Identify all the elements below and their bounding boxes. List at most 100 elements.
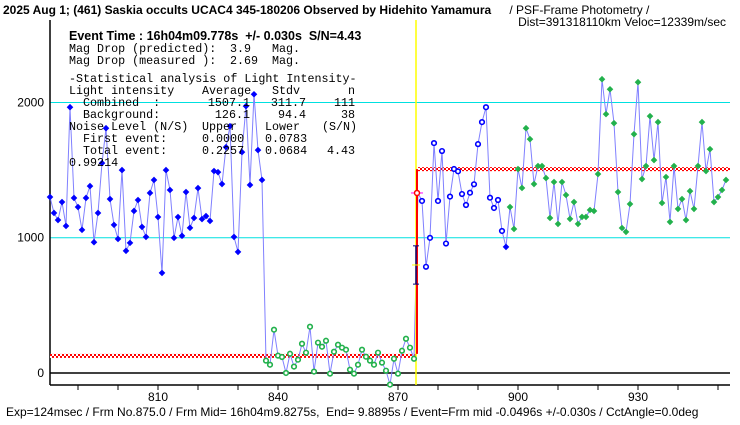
data-point [98, 159, 106, 167]
data-point [330, 348, 338, 355]
data-point [650, 156, 658, 164]
data-point [130, 207, 138, 215]
data-point [126, 239, 134, 247]
data-point [578, 213, 586, 221]
data-point [378, 359, 386, 366]
data-point [718, 186, 726, 194]
mag-pred-label: Mag Drop (predicted): [69, 42, 217, 56]
noise-label: Noise Level (N/S) [69, 120, 189, 134]
data-point [618, 224, 626, 232]
data-point [418, 197, 426, 205]
data-point [310, 368, 318, 375]
first-event-lower: 0.0783 [265, 132, 308, 146]
combined-n: 111 [333, 96, 355, 110]
data-point [362, 353, 370, 360]
data-point [674, 205, 682, 213]
data-point [446, 193, 454, 200]
data-point [658, 199, 666, 207]
data-point [542, 174, 550, 182]
col-average: Average [202, 84, 252, 98]
data-point [526, 135, 534, 143]
data-point [590, 207, 598, 215]
data-point [82, 194, 90, 202]
data-point [442, 240, 450, 247]
data-point [194, 184, 202, 192]
data-point [510, 225, 518, 233]
light-curve-line [49, 79, 727, 385]
data-point [714, 193, 722, 201]
data-point [58, 198, 66, 206]
combined-level-line [418, 167, 730, 172]
data-point [294, 356, 302, 363]
data-point [646, 112, 654, 120]
data-point [242, 102, 250, 110]
data-point [550, 178, 558, 186]
col-stdv: Stdv [272, 84, 301, 98]
data-point [562, 191, 570, 199]
data-point [234, 248, 242, 256]
event-data-point [413, 189, 421, 197]
total-event-upper: 0.2257 [202, 144, 245, 158]
data-point [582, 213, 590, 221]
data-point [186, 224, 194, 232]
data-point [230, 233, 238, 241]
data-point [162, 166, 170, 174]
data-point [574, 220, 582, 228]
data-point [622, 228, 630, 236]
data-point [430, 139, 438, 147]
data-point [402, 335, 410, 342]
data-point [546, 214, 554, 222]
data-point [478, 119, 486, 126]
data-point [170, 234, 178, 242]
data-point [318, 343, 326, 350]
data-point [610, 119, 618, 127]
data-point [254, 146, 262, 154]
background-n: 38 [340, 108, 355, 122]
data-point [54, 216, 62, 224]
background-stdv: 94.4 [277, 108, 306, 122]
data-point [670, 162, 678, 170]
data-point [470, 181, 478, 188]
data-point [706, 145, 714, 153]
data-point [602, 110, 610, 118]
data-point [474, 141, 482, 148]
data-point [482, 104, 490, 111]
x-tick-label: 840 [268, 390, 288, 404]
y-tick-label: 1000 [17, 231, 44, 245]
data-point [154, 213, 162, 221]
data-point [490, 204, 498, 212]
col-n: n [347, 84, 355, 98]
combined-average: 1507.1 [207, 96, 250, 110]
data-point [182, 188, 190, 196]
x-tick-label: 810 [148, 390, 168, 404]
data-point [638, 175, 646, 183]
data-point [326, 370, 334, 377]
data-point [190, 214, 198, 222]
data-point [102, 124, 110, 132]
data-point [70, 194, 78, 202]
data-point [694, 162, 702, 170]
data-point [410, 355, 418, 362]
data-point [354, 361, 362, 368]
extra-value: 0.99214 [69, 156, 119, 170]
mag-meas-value: 2.69 [230, 54, 259, 68]
data-point [286, 350, 294, 357]
data-point [682, 216, 690, 224]
dist-veloc-label: Dist=391318110km Veloc=12339m/sec [518, 15, 726, 29]
data-point [398, 347, 406, 354]
data-point [74, 203, 82, 211]
data-point [122, 247, 130, 255]
data-point [710, 198, 718, 206]
data-point [458, 190, 466, 198]
data-point [626, 200, 634, 208]
total-event-label: Total event: [83, 144, 168, 158]
data-point [422, 263, 430, 270]
data-point [390, 355, 398, 362]
data-point [290, 363, 298, 370]
total-event-sn: 4.43 [326, 144, 355, 158]
combined-stdv: 311.7 [270, 96, 306, 110]
data-point [150, 176, 158, 184]
event-time: Event Time : 16h04m09.778s +/- 0.030s S/… [69, 29, 362, 43]
background-label: Background: [83, 108, 161, 122]
method-label: / PSF-Frame Photometry / [506, 3, 650, 17]
